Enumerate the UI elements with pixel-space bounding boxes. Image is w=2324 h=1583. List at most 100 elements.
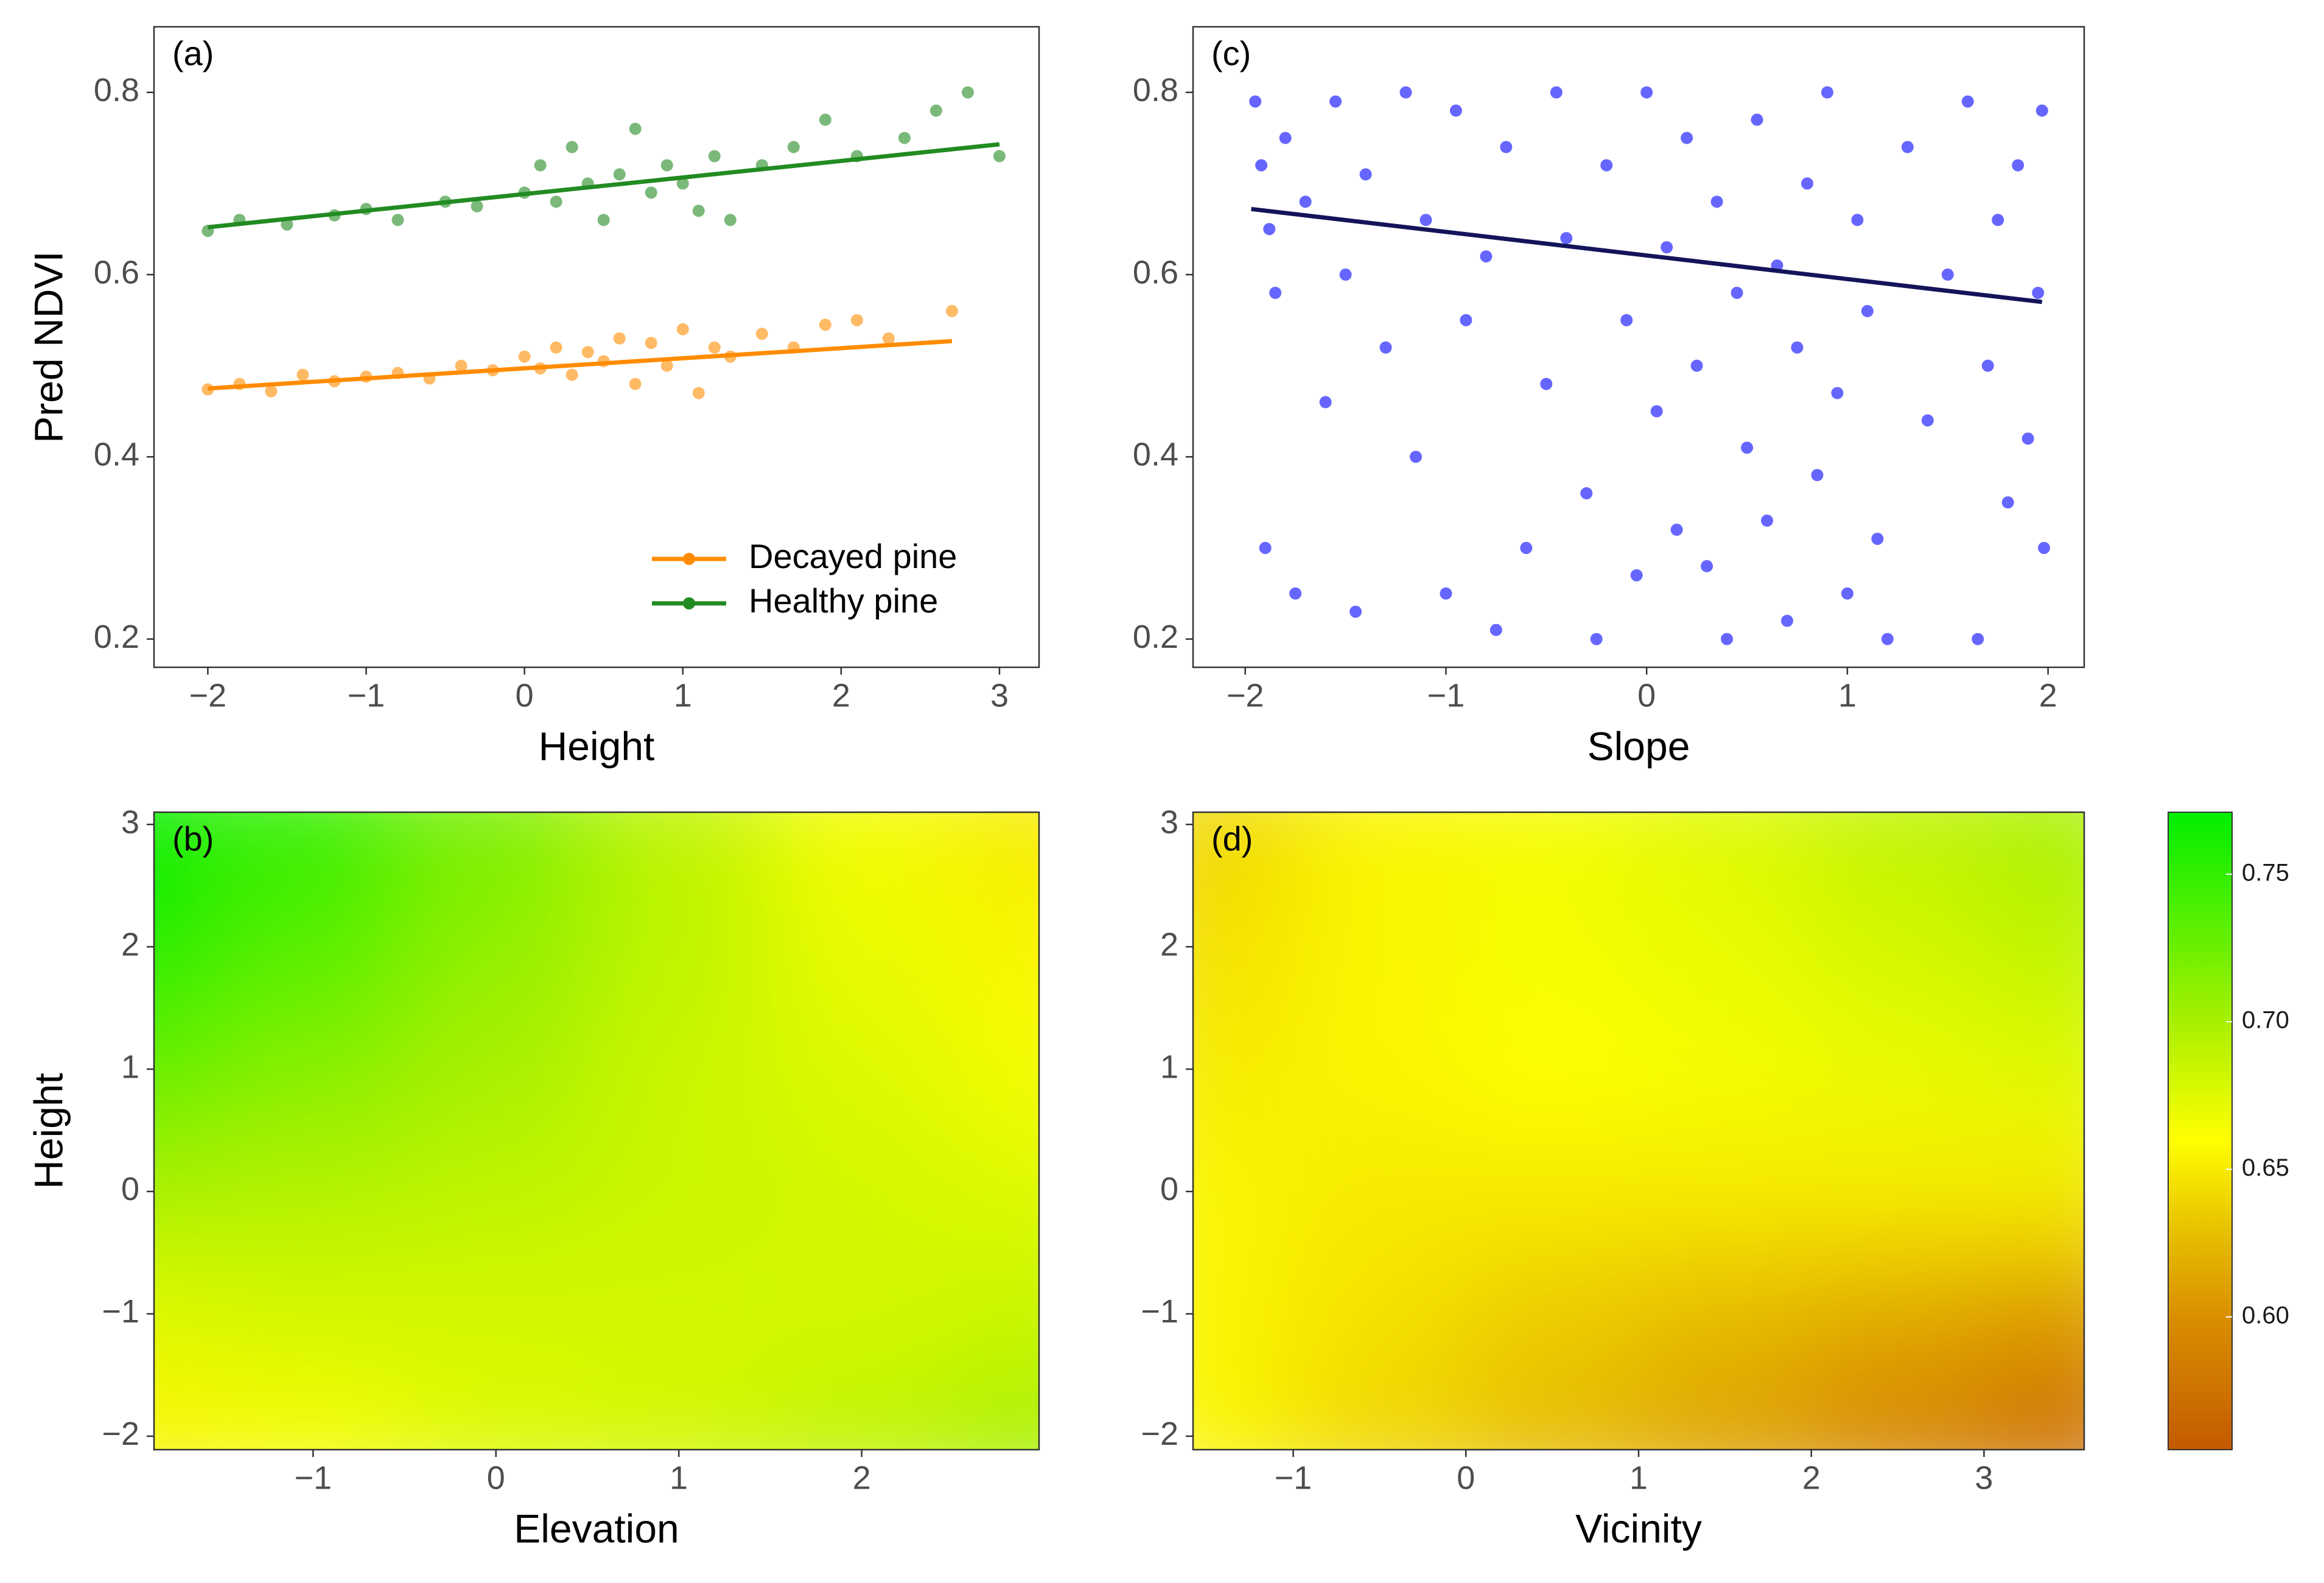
- plot-frame: [1192, 26, 2085, 669]
- x-tick-label: −1: [295, 1459, 332, 1496]
- x-axis-title: Vicinity: [1575, 1506, 1702, 1551]
- y-tick-label: 0.4: [94, 437, 139, 473]
- heat-cell: [1983, 1252, 2084, 1376]
- point: [1881, 633, 1894, 645]
- x-axis-title: Elevation: [514, 1506, 679, 1551]
- point: [1791, 341, 1804, 354]
- heat-cell: [952, 1252, 1039, 1376]
- point: [1640, 86, 1653, 99]
- point: [1650, 405, 1663, 418]
- point: [1690, 359, 1703, 372]
- point: [1961, 95, 1974, 108]
- point: [850, 314, 863, 326]
- point: [1831, 387, 1844, 399]
- heat-cell: [1292, 1252, 1467, 1376]
- point: [1710, 195, 1723, 208]
- point: [534, 159, 547, 172]
- colorbar-tick-label: 0.60: [2242, 1302, 2289, 1329]
- heat-cell: [404, 885, 588, 1009]
- point: [993, 150, 1006, 163]
- point: [1901, 141, 1914, 153]
- point: [660, 359, 673, 372]
- point: [265, 385, 278, 398]
- point: [518, 350, 531, 363]
- point: [1289, 587, 1302, 600]
- y-tick-label: 2: [121, 926, 139, 963]
- point: [645, 186, 657, 199]
- x-tick-label: 0: [487, 1459, 505, 1496]
- heat-cell: [1638, 1252, 1812, 1376]
- heat-cell: [154, 1129, 223, 1254]
- legend-label: Healthy pine: [749, 581, 938, 620]
- colorbar-tick-label: 0.75: [2242, 859, 2289, 886]
- heat-cell: [221, 1129, 405, 1254]
- point: [1263, 223, 1276, 236]
- x-tick-label: 0: [516, 677, 534, 714]
- heat-cell: [154, 1252, 223, 1376]
- point: [1560, 232, 1573, 245]
- heat-cell: [404, 1007, 588, 1131]
- point: [1871, 533, 1884, 546]
- heat-cell: [1465, 885, 1639, 1009]
- point: [1319, 396, 1332, 409]
- point: [296, 368, 309, 381]
- heat-cell: [1193, 1374, 1294, 1450]
- point: [1661, 241, 1673, 254]
- heat-cell: [221, 812, 405, 886]
- heat-cell: [1465, 1374, 1639, 1450]
- point: [565, 141, 578, 153]
- heat-cell: [586, 1374, 771, 1450]
- x-axis-title: Height: [539, 723, 655, 768]
- heat-cell: [1465, 1007, 1639, 1131]
- point: [1731, 286, 1743, 299]
- heat-cell: [404, 812, 588, 886]
- point: [1440, 587, 1452, 600]
- point: [1801, 177, 1813, 190]
- heat-cell: [1638, 1374, 1812, 1450]
- heat-cell: [154, 812, 223, 886]
- point: [1851, 214, 1864, 226]
- point: [1751, 113, 1763, 126]
- point: [1741, 441, 1754, 454]
- heat-cell: [1810, 1129, 1985, 1254]
- heat-cell: [1983, 885, 2084, 1009]
- heat-cell: [769, 1252, 954, 1376]
- point: [1600, 159, 1613, 172]
- point: [1460, 314, 1472, 326]
- colorbar-tick-label: 0.65: [2242, 1154, 2289, 1181]
- panel-label: (a): [172, 34, 214, 72]
- point: [929, 104, 942, 117]
- point: [724, 214, 737, 226]
- point: [1259, 541, 1272, 554]
- heat-cell: [769, 1374, 954, 1450]
- heat-cell: [404, 1374, 588, 1450]
- heat-cell: [221, 1374, 405, 1450]
- point: [1981, 359, 1994, 372]
- point: [1480, 250, 1493, 263]
- point: [1540, 377, 1553, 390]
- point: [898, 132, 911, 144]
- y-tick-label: −1: [102, 1293, 139, 1330]
- heat-cell: [221, 885, 405, 1009]
- x-tick-label: −2: [189, 677, 227, 714]
- point: [1449, 104, 1462, 117]
- y-tick-label: 0.2: [1133, 619, 1178, 655]
- point: [692, 387, 705, 399]
- heat-cell: [1638, 812, 1812, 886]
- point: [2032, 286, 2045, 299]
- point: [1861, 304, 1874, 317]
- heat-cell: [586, 1129, 771, 1254]
- heat-cell: [1292, 812, 1467, 886]
- point: [1489, 623, 1502, 636]
- heat-cell: [1465, 1252, 1639, 1376]
- heat-cell: [154, 885, 223, 1009]
- point: [676, 323, 689, 335]
- point: [1821, 86, 1833, 99]
- colorbar: [2168, 812, 2233, 1450]
- point: [692, 205, 705, 217]
- point: [708, 341, 721, 354]
- point: [1972, 633, 1984, 645]
- point: [1279, 132, 1292, 144]
- colorbar-tick-label: 0.70: [2242, 1007, 2289, 1034]
